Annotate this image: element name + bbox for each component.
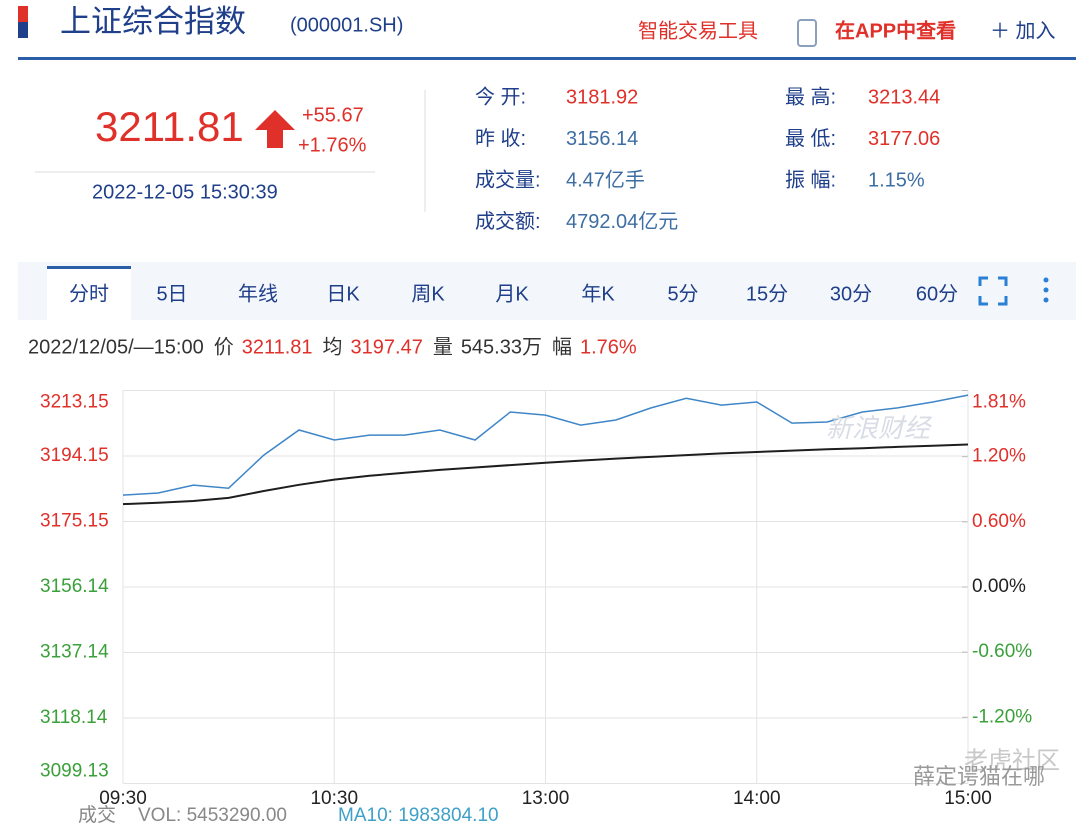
y-tick-label: 3194.15: [40, 445, 109, 466]
y-tick-label: 3213.15: [40, 392, 109, 413]
tab[interactable]: 5分: [667, 282, 698, 305]
tab[interactable]: 分时: [69, 282, 109, 305]
tab[interactable]: 周K: [411, 283, 445, 305]
info-value: 1.76%: [580, 336, 637, 358]
tab[interactable]: 30分: [830, 282, 872, 305]
add-button[interactable]: ＋ 加入: [990, 19, 1056, 42]
y-tick-label: 3175.15: [40, 510, 109, 531]
stat-label: 今 开:: [475, 85, 526, 108]
tab-active-bar: [47, 266, 131, 269]
stat-value: 3213.44: [868, 86, 940, 108]
stat-label: 最 低:: [785, 127, 836, 150]
x-tick-label: 10:30: [310, 788, 358, 809]
info-value: 545.33万: [461, 336, 542, 358]
y2-tick-label: 1.20%: [972, 446, 1026, 467]
info-label: 价: [214, 336, 234, 358]
y2-tick-label: 1.81%: [972, 392, 1026, 413]
y2-tick-label: -0.60%: [972, 641, 1032, 662]
tab[interactable]: 5日: [156, 283, 187, 305]
volume-value: VOL: 5453290.00: [138, 805, 287, 823]
x-tick-label: 14:00: [733, 788, 781, 809]
watermark: 新浪财经: [826, 413, 933, 443]
stat-label: 振 幅:: [785, 168, 836, 191]
volume-label: 成交: [78, 804, 116, 823]
stat-label: 昨 收:: [475, 127, 526, 150]
code: (000001.SH): [290, 14, 403, 36]
stat-label: 最 高:: [785, 85, 836, 108]
stat-value: 3156.14: [566, 128, 638, 150]
app-link[interactable]: 在APP中查看: [835, 18, 956, 42]
tab-bar: [18, 262, 1076, 320]
tab[interactable]: 日K: [326, 283, 360, 305]
stat-label: 成交额:: [475, 210, 541, 233]
stat-value: 4792.04亿元: [566, 210, 678, 233]
y-tick-label: 3156.14: [40, 576, 109, 597]
tools-link[interactable]: 智能交易工具: [638, 19, 758, 42]
change-pct: +1.76%: [298, 134, 367, 156]
fullscreen-icon[interactable]: [978, 276, 1008, 306]
tab[interactable]: 年K: [581, 282, 615, 305]
chart: 3213.15 3194.15 3175.15 3156.14 3137.14 3118.…: [40, 390, 1032, 809]
title: 上证综合指数: [60, 4, 246, 39]
logo-bottom: [18, 22, 28, 38]
y-tick-label: 3118.14: [40, 707, 108, 728]
watermark: 薛定谔猫在哪: [913, 764, 1045, 789]
logo-top: [18, 6, 28, 22]
y2-tick-label: 0.60%: [972, 511, 1026, 532]
info-value: 3211.81: [242, 336, 313, 358]
tabs: 分时 5日 年线 日K 周K 月K 年K 5分 15分 30分 60分: [69, 282, 958, 305]
volume-ma: MA10: 1983804.10: [338, 805, 499, 823]
header-rule: [18, 57, 1076, 60]
x-tick-label: 15:00: [944, 788, 992, 809]
tab[interactable]: 年线: [238, 282, 278, 305]
info-label: 幅: [552, 335, 572, 358]
info-label: 量: [433, 336, 453, 358]
tab[interactable]: 月K: [495, 283, 529, 305]
more-icon[interactable]: [1043, 277, 1049, 303]
info-value: 3197.47: [351, 336, 423, 358]
quote-time: 2022-12-05 15:30:39: [92, 181, 278, 203]
up-arrow: [255, 110, 295, 148]
stat-value: 3181.92: [566, 86, 638, 108]
stat-value: 3177.06: [868, 128, 940, 150]
x-tick-label: 13:00: [522, 788, 570, 809]
stat-value: 4.47亿手: [566, 168, 645, 191]
info-time: 2022/12/05/—15:00: [28, 336, 204, 358]
phone-icon: [797, 19, 817, 47]
stat-label: 成交量:: [475, 168, 541, 191]
watermark: 老虎社区: [964, 747, 1060, 774]
y-tick-label: 3099.13: [40, 761, 109, 782]
tab-active: [47, 267, 131, 320]
y-tick-label: 3137.14: [40, 642, 109, 663]
info-label: 均: [323, 335, 343, 358]
price-line: [122, 443, 969, 506]
tab[interactable]: 60分: [916, 282, 958, 305]
info-bar: 2022/12/05/—15:00 价 3211.81 均 3197.47 量 545.33…: [28, 335, 637, 358]
change: +55.67: [302, 104, 364, 126]
x-tick-label: 09:30: [99, 788, 147, 809]
stat-value: 1.15%: [868, 169, 925, 191]
tab[interactable]: 15分: [746, 282, 788, 305]
price: 3211.81: [95, 103, 244, 150]
price-line: [122, 394, 969, 496]
y2-tick-label: 0.00%: [972, 576, 1026, 597]
y2-tick-label: -1.20%: [972, 706, 1032, 727]
